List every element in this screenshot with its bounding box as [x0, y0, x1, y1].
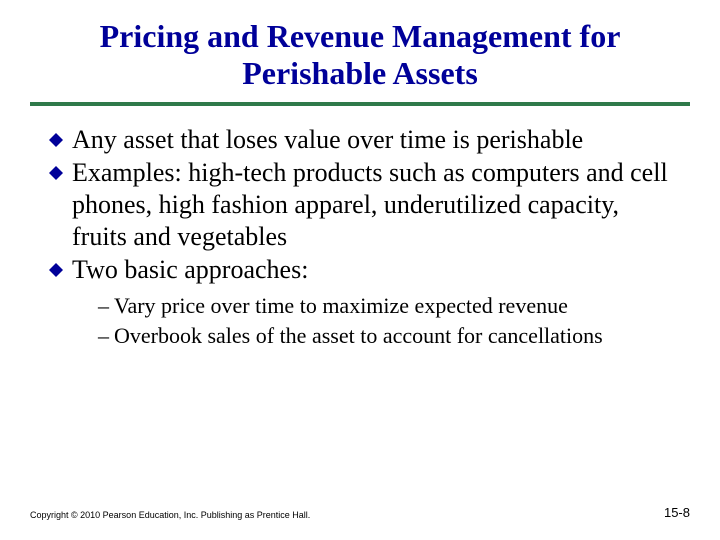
slide-title: Pricing and Revenue Management for Peris… — [30, 18, 690, 92]
list-item: Examples: high-tech products such as com… — [48, 157, 680, 252]
list-item: – Vary price over time to maximize expec… — [98, 292, 680, 320]
bullet-list: Any asset that loses value over time is … — [30, 124, 690, 350]
diamond-bullet-icon — [48, 262, 66, 278]
sub-bullet-text: Vary price over time to maximize expecte… — [114, 292, 568, 320]
list-item: Two basic approaches: — [48, 254, 680, 286]
bullet-text: Two basic approaches: — [72, 254, 308, 286]
slide-footer: Copyright © 2010 Pearson Education, Inc.… — [30, 505, 690, 520]
diamond-bullet-icon — [48, 165, 66, 181]
dash-bullet-icon: – — [98, 322, 114, 350]
list-item: Any asset that loses value over time is … — [48, 124, 680, 156]
title-underline — [30, 102, 690, 106]
sub-bullet-text: Overbook sales of the asset to account f… — [114, 322, 603, 350]
list-item: – Overbook sales of the asset to account… — [98, 322, 680, 350]
slide: Pricing and Revenue Management for Peris… — [0, 0, 720, 540]
bullet-text: Any asset that loses value over time is … — [72, 124, 583, 156]
copyright-text: Copyright © 2010 Pearson Education, Inc.… — [30, 510, 310, 520]
diamond-bullet-icon — [48, 132, 66, 148]
dash-bullet-icon: – — [98, 292, 114, 320]
page-number: 15-8 — [664, 505, 690, 520]
sub-bullet-list: – Vary price over time to maximize expec… — [48, 292, 680, 349]
bullet-text: Examples: high-tech products such as com… — [72, 157, 680, 252]
